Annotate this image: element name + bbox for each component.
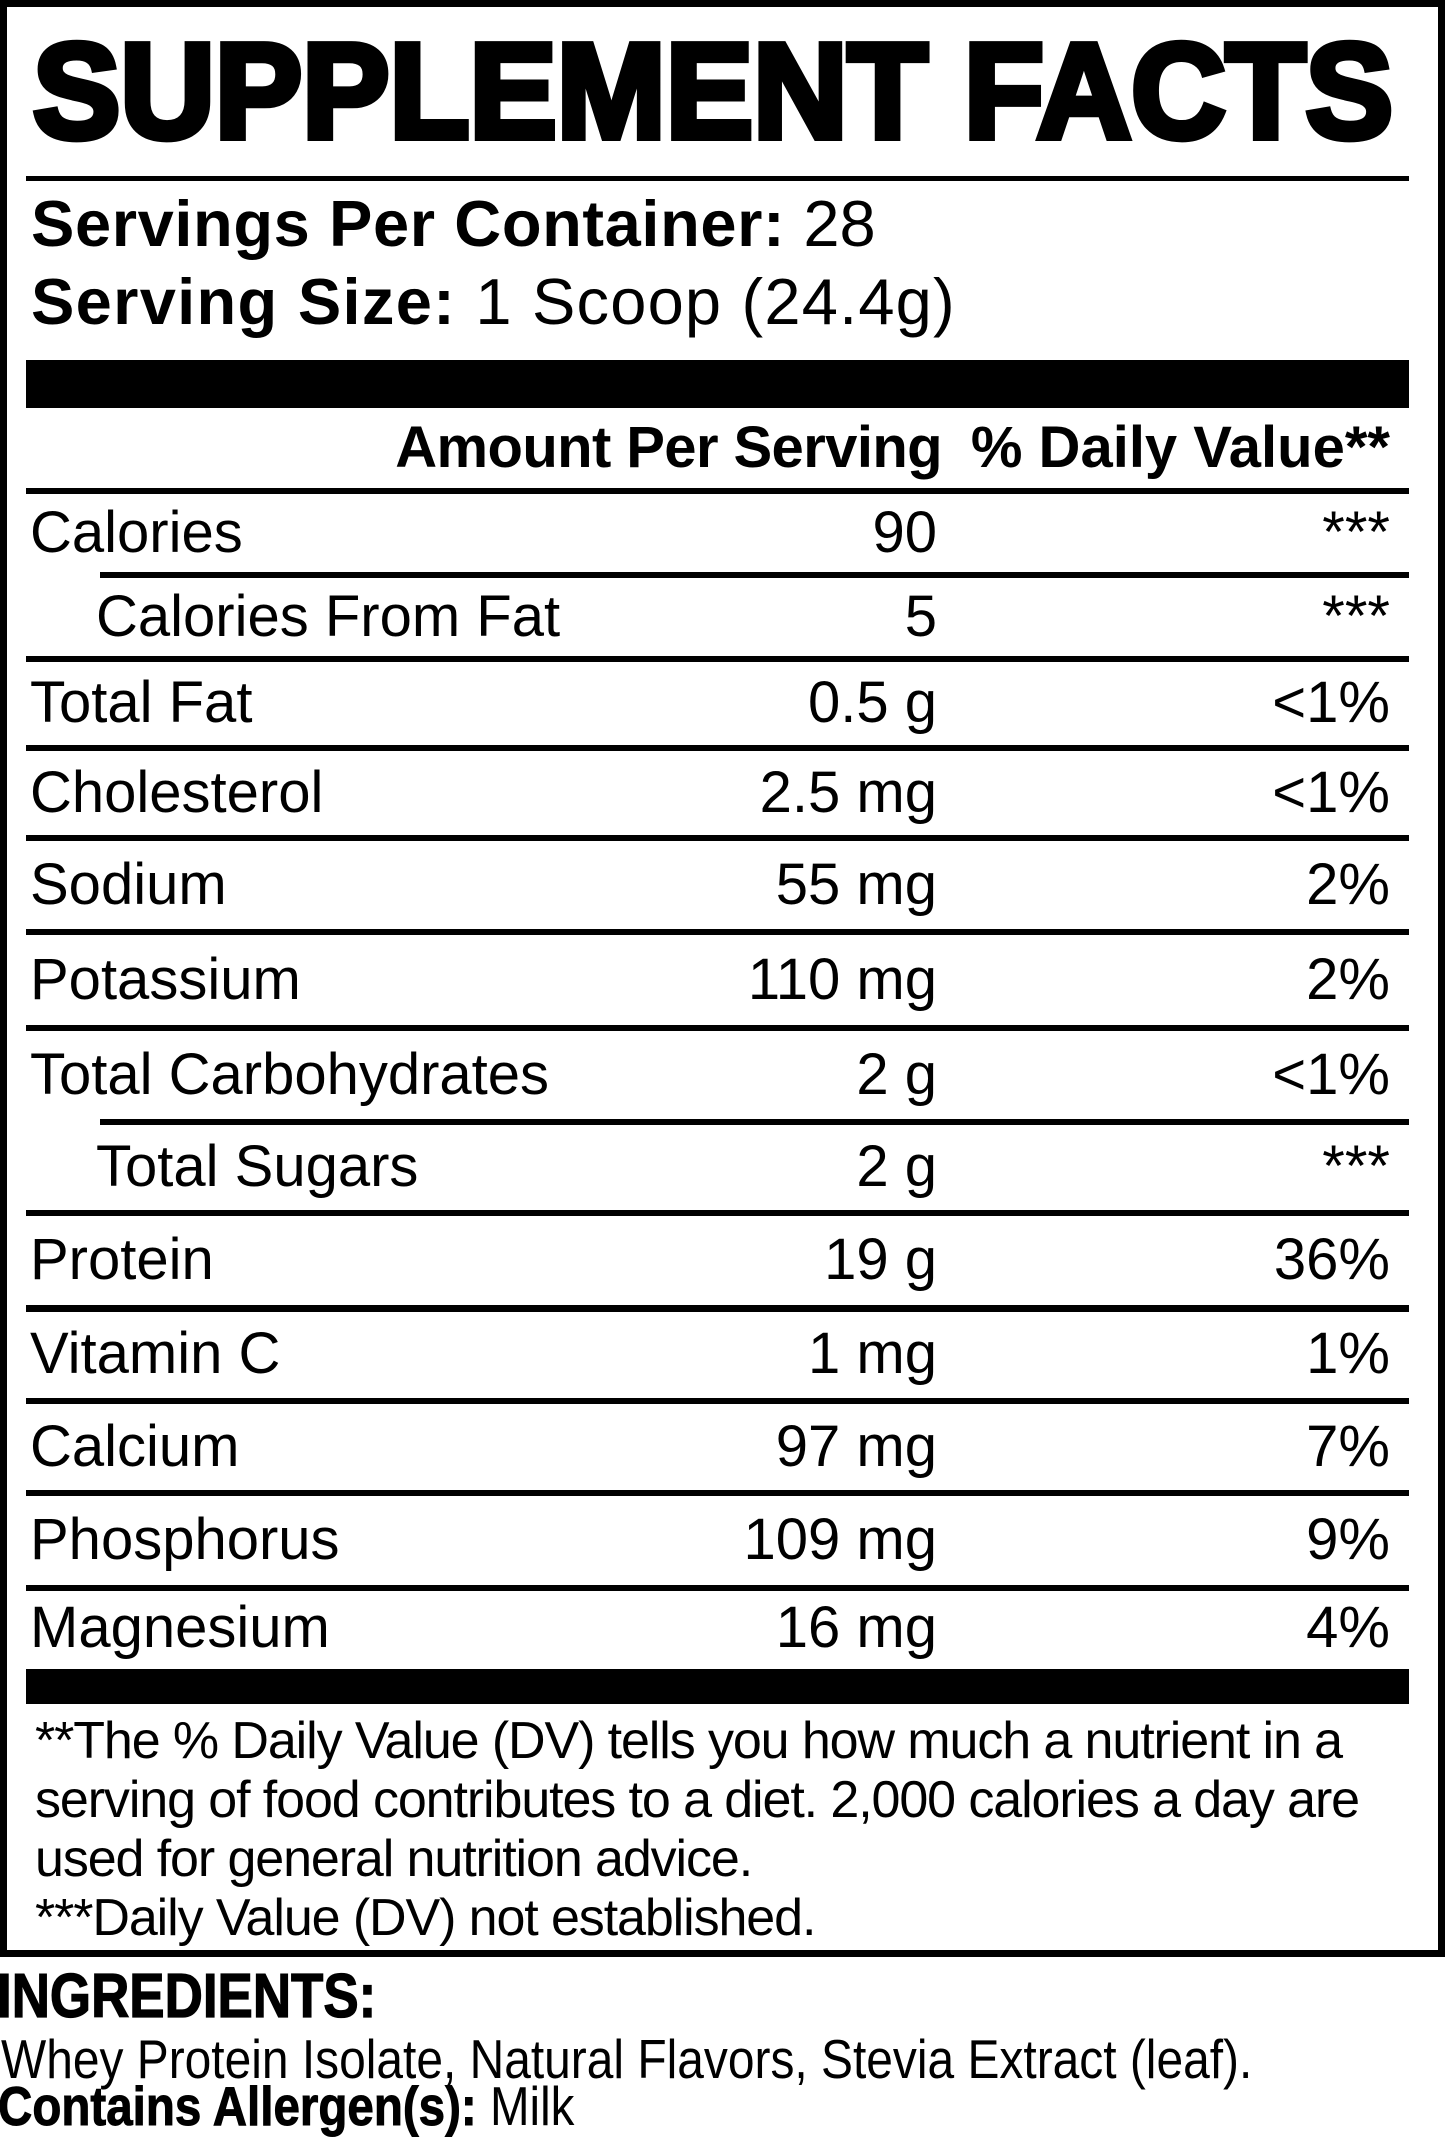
svg-text:SUPPLEMENT FACTS: SUPPLEMENT FACTS (33, 20, 1393, 167)
